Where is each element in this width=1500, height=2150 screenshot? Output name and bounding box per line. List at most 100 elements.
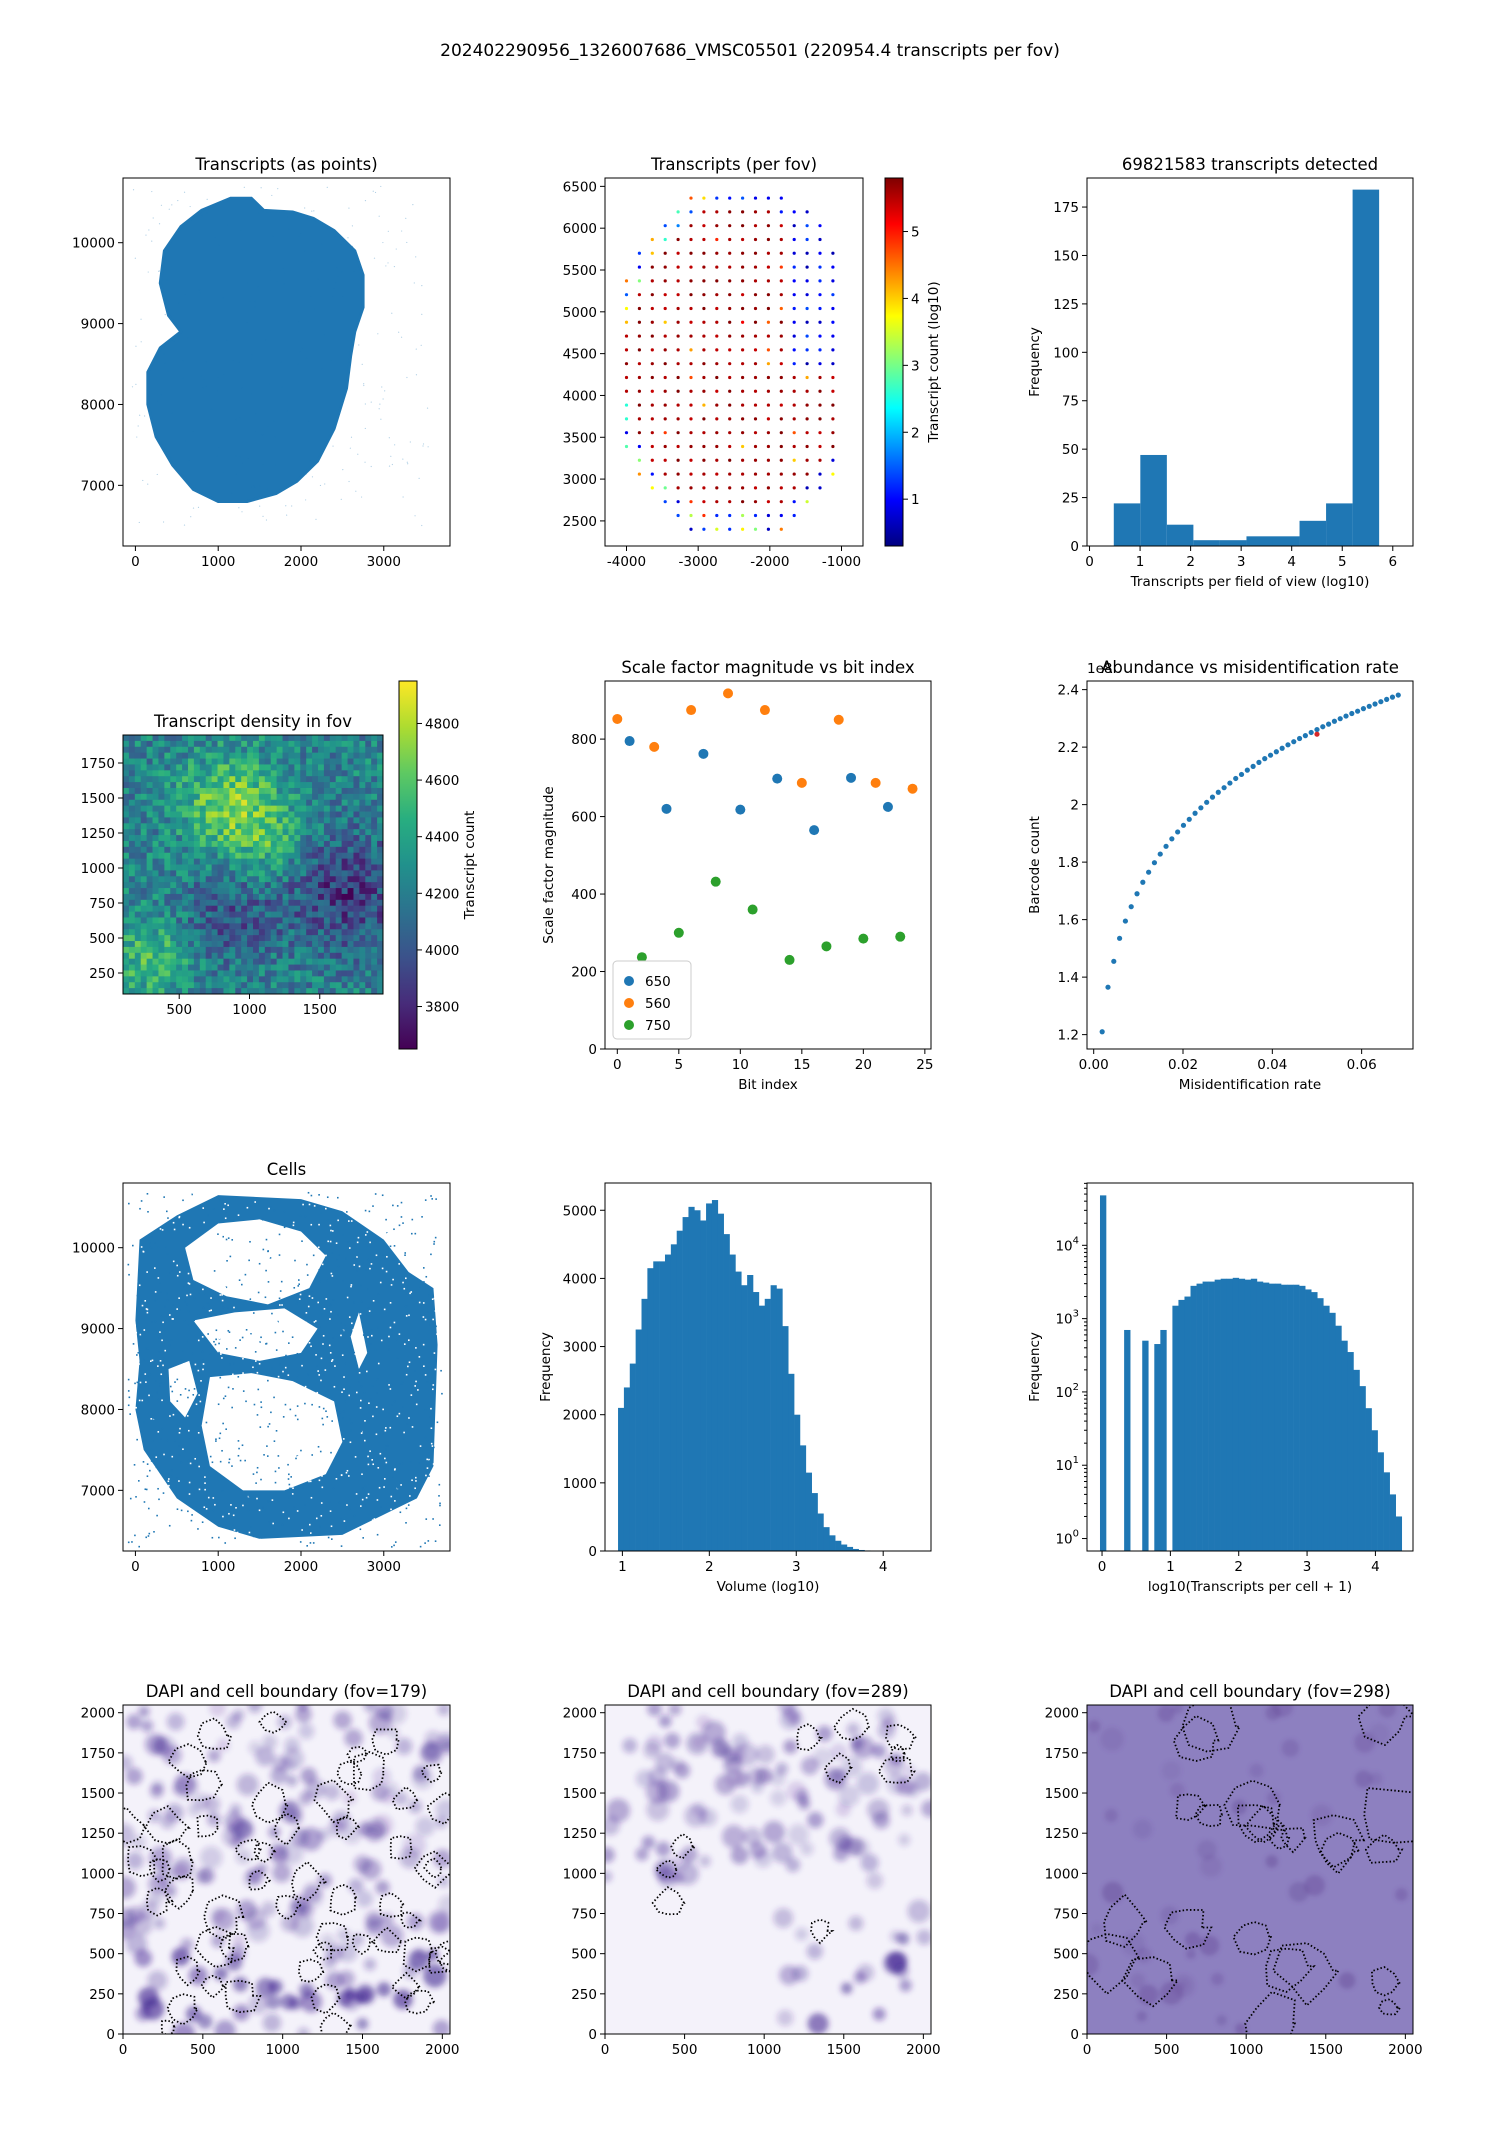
cell-boundary bbox=[310, 1983, 343, 2015]
cell-point bbox=[187, 1324, 189, 1327]
cell-point bbox=[346, 1504, 348, 1506]
cell-point bbox=[364, 1490, 366, 1493]
cell-boundary bbox=[402, 1936, 435, 1973]
density-cell bbox=[312, 782, 319, 789]
density-cell bbox=[211, 893, 218, 901]
cell-point bbox=[310, 1227, 313, 1230]
transcript-point bbox=[148, 229, 150, 231]
nucleus bbox=[270, 1766, 288, 1785]
hist-bar bbox=[1220, 1278, 1228, 1551]
density-cell bbox=[282, 929, 289, 936]
nucleus bbox=[605, 1870, 613, 1883]
density-cell bbox=[217, 735, 224, 742]
density-cell bbox=[329, 799, 337, 807]
cell-point bbox=[180, 1359, 183, 1361]
cell-point bbox=[344, 1354, 347, 1357]
abundance-point bbox=[1389, 694, 1396, 700]
x-tick-label: 1500 bbox=[827, 2042, 861, 2058]
density-cell bbox=[188, 805, 195, 812]
nucleus bbox=[840, 1982, 853, 1995]
fov-point bbox=[779, 431, 783, 435]
cell-point bbox=[357, 1454, 360, 1456]
density-cell bbox=[128, 735, 136, 742]
cell-point bbox=[377, 1467, 380, 1469]
density-cell bbox=[205, 840, 213, 848]
transcript-point bbox=[415, 256, 417, 258]
cell-point bbox=[225, 1286, 228, 1289]
density-cell bbox=[253, 787, 260, 795]
fov-point bbox=[702, 527, 706, 531]
density-cell bbox=[253, 758, 260, 765]
cell-point bbox=[313, 1205, 316, 1207]
density-cell bbox=[270, 805, 278, 812]
density-cell bbox=[235, 817, 242, 824]
density-cell bbox=[318, 829, 325, 836]
cell-boundary bbox=[810, 1918, 835, 1945]
cell-point bbox=[304, 1402, 306, 1405]
density-cell bbox=[341, 829, 348, 836]
cell-point bbox=[434, 1494, 437, 1497]
density-cell bbox=[300, 982, 307, 989]
hist-bar bbox=[729, 1254, 736, 1551]
cell-point bbox=[366, 1370, 368, 1373]
cell-point bbox=[390, 1284, 393, 1286]
cell-point bbox=[167, 1531, 170, 1533]
density-cell bbox=[140, 952, 148, 960]
density-cell bbox=[258, 811, 266, 818]
density-cell bbox=[288, 846, 295, 854]
density-cell bbox=[128, 911, 136, 918]
cell-point bbox=[392, 1259, 395, 1261]
density-cell bbox=[217, 829, 224, 836]
density-cell bbox=[247, 899, 254, 907]
cell-point bbox=[161, 1339, 163, 1342]
nucleus bbox=[699, 1808, 718, 1827]
panel-title: Scale factor magnitude vs bit index bbox=[621, 658, 914, 677]
cell-point bbox=[253, 1304, 256, 1307]
cell-point bbox=[151, 1472, 154, 1475]
density-cell bbox=[258, 870, 266, 877]
density-cell bbox=[359, 776, 366, 783]
density-cell bbox=[217, 846, 224, 854]
nucleus bbox=[229, 1803, 242, 1816]
density-cell bbox=[199, 976, 207, 983]
cell-point bbox=[279, 1401, 281, 1403]
fov-point bbox=[676, 251, 680, 255]
density-cell bbox=[211, 746, 218, 754]
cell-point bbox=[227, 1307, 229, 1309]
y-tick-label: 5000 bbox=[563, 1203, 597, 1219]
cell-point bbox=[404, 1305, 407, 1308]
density-cell bbox=[134, 929, 142, 936]
cell-point bbox=[283, 1193, 286, 1196]
density-cell bbox=[164, 811, 171, 818]
density-cell bbox=[146, 982, 153, 989]
fov-point bbox=[805, 237, 809, 242]
fov-point bbox=[779, 224, 783, 228]
fov-point bbox=[689, 375, 693, 380]
cell-point bbox=[150, 1460, 153, 1462]
hist-bar bbox=[711, 1200, 719, 1551]
density-cell bbox=[164, 870, 171, 877]
scale-point-560 bbox=[870, 777, 881, 788]
nucleus bbox=[692, 1736, 705, 1749]
fov-point bbox=[805, 472, 809, 476]
density-cell bbox=[241, 870, 248, 877]
fov-point bbox=[741, 293, 745, 297]
density-cell bbox=[253, 976, 260, 983]
density-cell bbox=[294, 776, 301, 783]
cell-point bbox=[384, 1457, 386, 1460]
density-cell bbox=[217, 835, 224, 842]
density-cell bbox=[140, 917, 148, 924]
density-cell bbox=[217, 811, 224, 818]
cell-point bbox=[342, 1410, 345, 1413]
nucleus bbox=[375, 1880, 390, 1895]
density-cell bbox=[223, 793, 230, 801]
cell-boundary bbox=[167, 1743, 209, 1779]
fov-point bbox=[663, 237, 667, 242]
cell-point bbox=[336, 1258, 338, 1261]
density-cell bbox=[176, 952, 183, 960]
nucleus bbox=[754, 1767, 773, 1785]
abundance-point bbox=[1180, 822, 1187, 828]
cell-point bbox=[330, 1451, 332, 1454]
cell-point bbox=[217, 1403, 220, 1406]
cell-point bbox=[310, 1345, 312, 1348]
